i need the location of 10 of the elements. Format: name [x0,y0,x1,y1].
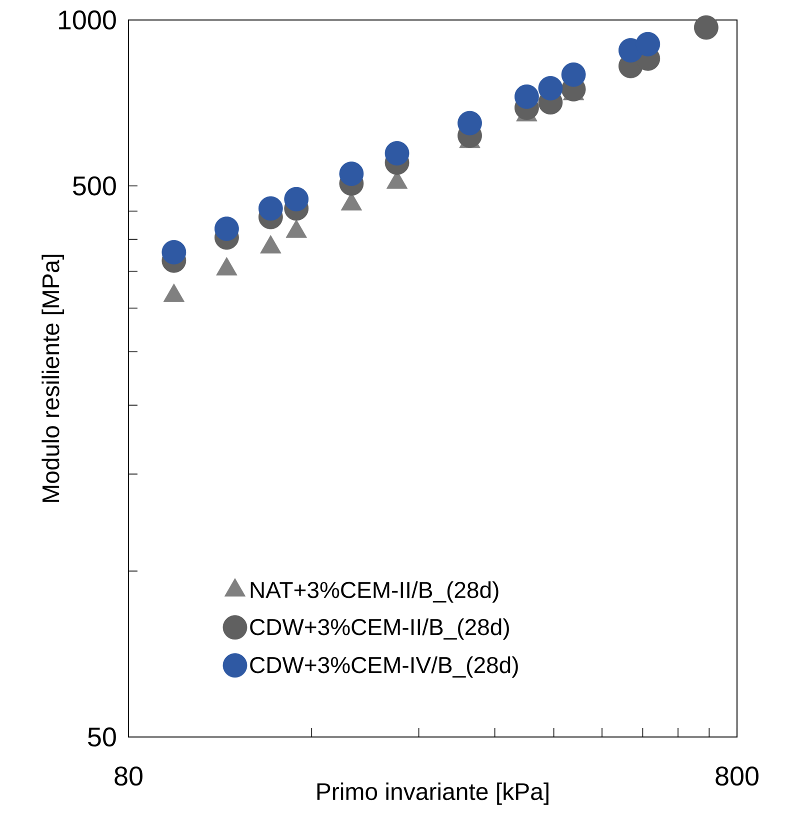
legend-label: CDW+3%CEM-II/B_(28d) [250,618,509,640]
y-axis-title: Modulo resiliente [MPa] [42,254,64,502]
y-tick-label: 50 [88,727,116,747]
y-tick-label: 500 [73,176,116,196]
x-tick-label: 80 [114,766,142,786]
y-tick-label: 1000 [58,10,116,30]
x-tick-label: 800 [716,766,758,786]
legend-label: NAT+3%CEM-II/B_(28d) [250,581,498,603]
legend-label: CDW+3%CEM-IV/B_(28d) [250,656,518,678]
x-axis-title: Primo invariante [kPa] [317,782,548,805]
